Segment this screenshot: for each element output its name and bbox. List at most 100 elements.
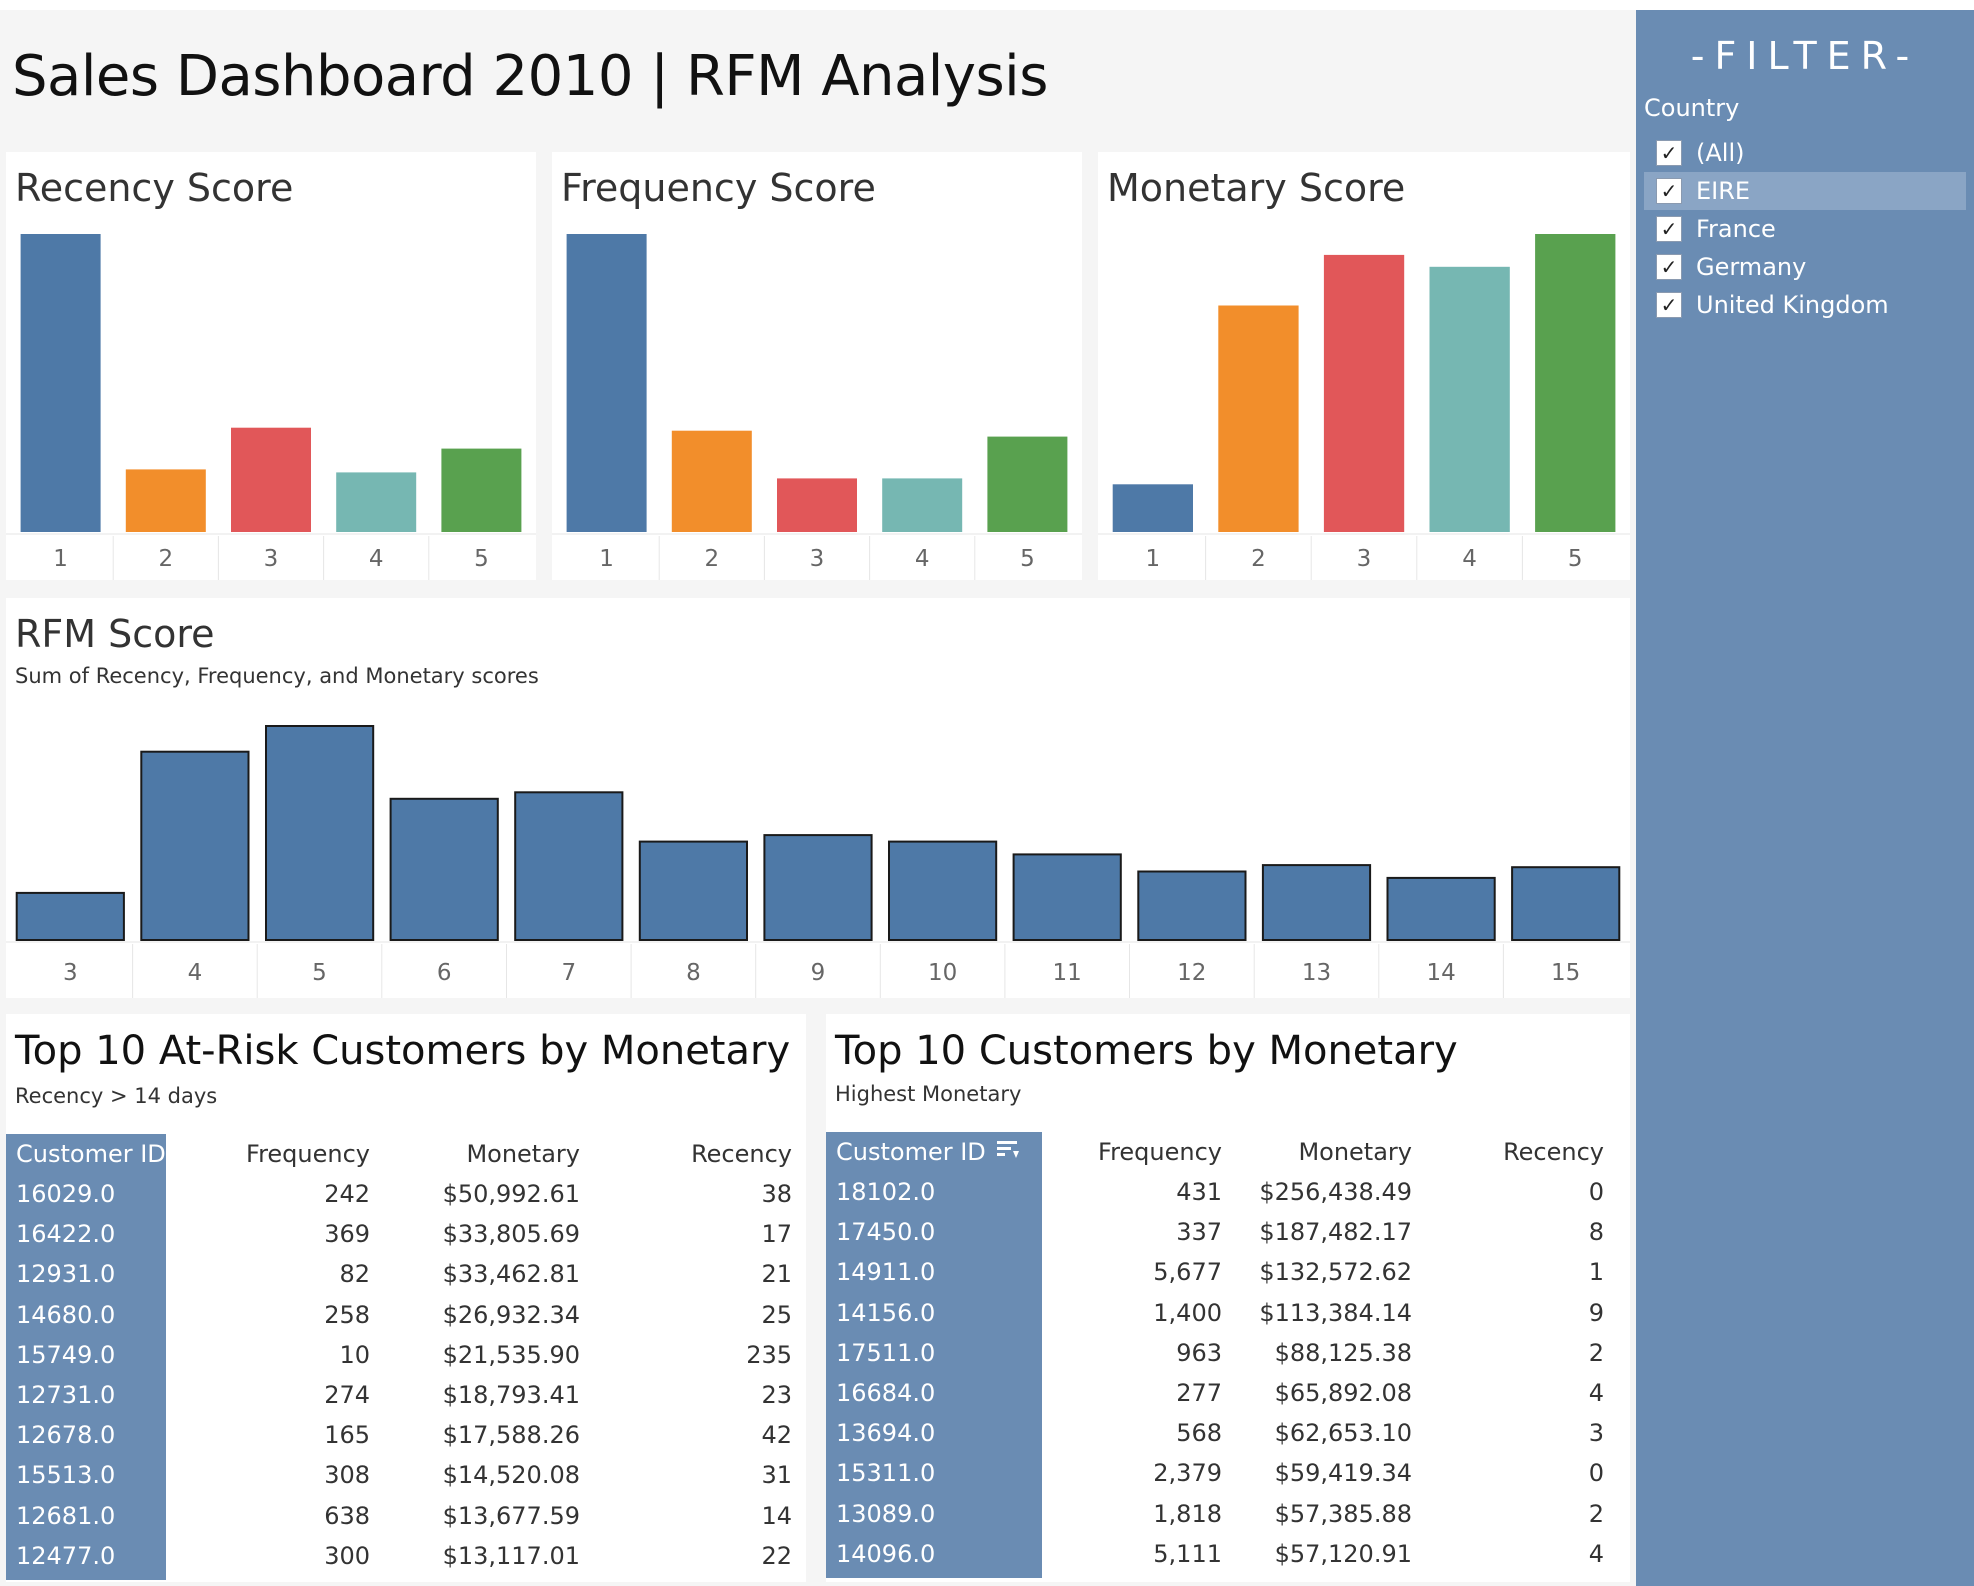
bar-15[interactable] xyxy=(1511,866,1621,941)
monetary-cell: $65,892.08 xyxy=(1274,1379,1412,1407)
bar-3[interactable] xyxy=(777,478,857,532)
column-header-customer-id[interactable]: Customer ID xyxy=(6,1134,166,1174)
checkmark-icon: ✓ xyxy=(1660,293,1678,317)
bar-2[interactable] xyxy=(125,469,206,532)
filter-item-france[interactable]: ✓ France xyxy=(1644,210,1966,248)
sort-descending-icon[interactable] xyxy=(996,1133,1020,1173)
table-row[interactable]: 16422.0 369 $33,805.69 17 xyxy=(6,1214,806,1254)
country-filter-label: Country xyxy=(1644,94,1740,122)
column-header-customer-id[interactable]: Customer ID xyxy=(826,1132,1020,1172)
filter-item-germany[interactable]: ✓ Germany xyxy=(1644,248,1966,286)
bar-5[interactable] xyxy=(1535,234,1616,532)
bar-4[interactable] xyxy=(140,750,250,942)
recency-cell: 22 xyxy=(761,1541,792,1570)
frequency-cell: 963 xyxy=(1176,1338,1222,1367)
table-row[interactable]: 16029.0 242 $50,992.61 38 xyxy=(6,1174,806,1214)
column-header-frequency[interactable]: Frequency xyxy=(246,1140,370,1168)
monetary-cell: $113,384.14 xyxy=(1259,1298,1412,1327)
recency-cell: 1 xyxy=(1588,1258,1604,1287)
bar-13[interactable] xyxy=(1261,864,1372,942)
table-row[interactable]: 12477.0 300 $13,117.01 22 xyxy=(6,1536,806,1576)
monetary-cell: $13,677.59 xyxy=(442,1501,580,1530)
bar-5[interactable] xyxy=(987,436,1068,532)
frequency-cell: 638 xyxy=(324,1501,370,1530)
x-tick-label: 8 xyxy=(686,960,701,986)
bar-1[interactable] xyxy=(566,234,647,532)
bar-7[interactable] xyxy=(514,791,624,941)
bar-6[interactable] xyxy=(389,797,499,941)
bar-2[interactable] xyxy=(1218,305,1299,533)
recency-cell: 2 xyxy=(1588,1338,1604,1367)
customer-id-cell: 12681.0 xyxy=(16,1501,116,1530)
table-row[interactable]: 14156.0 1,400 $113,384.14 9 xyxy=(826,1293,1630,1333)
table-row[interactable]: 13089.0 1,818 $57,385.88 2 xyxy=(826,1494,1630,1534)
recency-cell: 4 xyxy=(1588,1379,1604,1407)
recency-score-title: Recency Score xyxy=(15,166,294,210)
filter-item-all[interactable]: ✓ (All) xyxy=(1644,134,1966,172)
bar-1[interactable] xyxy=(20,234,101,532)
bar-11[interactable] xyxy=(1012,853,1122,941)
table-row[interactable]: 12681.0 638 $13,677.59 14 xyxy=(6,1496,806,1536)
table-row[interactable]: 17511.0 963 $88,125.38 2 xyxy=(826,1333,1630,1373)
column-header-monetary[interactable]: Monetary xyxy=(1298,1138,1412,1166)
monetary-cell: $57,385.88 xyxy=(1274,1499,1412,1528)
table-row[interactable]: 18102.0 431 $256,438.49 0 xyxy=(826,1172,1630,1212)
table-row[interactable]: 12931.0 82 $33,462.81 21 xyxy=(6,1254,806,1294)
checkbox[interactable]: ✓ xyxy=(1656,292,1682,318)
column-header-frequency[interactable]: Frequency xyxy=(1098,1138,1222,1166)
rfm-score-title: RFM Score xyxy=(15,612,215,656)
bar-9[interactable] xyxy=(763,834,873,942)
table-row[interactable]: 14096.0 5,111 $57,120.91 4 xyxy=(826,1534,1630,1574)
column-header-recency[interactable]: Recency xyxy=(1503,1138,1604,1166)
frequency-cell: 300 xyxy=(324,1541,370,1570)
table-row[interactable]: 13694.0 568 $62,653.10 3 xyxy=(826,1413,1630,1453)
bar-14[interactable] xyxy=(1386,876,1496,941)
table-row[interactable]: 14680.0 258 $26,932.34 25 xyxy=(6,1295,806,1335)
customer-id-column xyxy=(826,1132,1042,1578)
bar-5[interactable] xyxy=(441,448,522,532)
bar-5[interactable] xyxy=(265,725,375,941)
bar-4[interactable] xyxy=(1429,266,1510,532)
column-header-monetary[interactable]: Monetary xyxy=(466,1140,580,1168)
column-header-recency[interactable]: Recency xyxy=(691,1140,792,1168)
table-row[interactable]: 16684.0 277 $65,892.08 4 xyxy=(826,1373,1630,1413)
frequency-cell: 568 xyxy=(1176,1419,1222,1448)
bar-10[interactable] xyxy=(888,840,998,942)
table-row[interactable]: 12678.0 165 $17,588.26 42 xyxy=(6,1415,806,1455)
bar-3[interactable] xyxy=(231,427,311,532)
customer-id-cell: 14911.0 xyxy=(836,1258,936,1287)
bar-1[interactable] xyxy=(1112,484,1193,532)
bar-12[interactable] xyxy=(1137,870,1247,941)
checkbox[interactable]: ✓ xyxy=(1656,178,1682,204)
customer-id-cell: 17511.0 xyxy=(836,1338,936,1367)
recency-cell: 38 xyxy=(761,1180,792,1208)
checkbox[interactable]: ✓ xyxy=(1656,254,1682,280)
customer-id-cell: 16422.0 xyxy=(16,1220,116,1249)
filter-item-eire[interactable]: ✓ EIRE xyxy=(1644,172,1966,210)
bar-3[interactable] xyxy=(1323,254,1405,532)
bar-3[interactable] xyxy=(15,891,125,941)
checkbox[interactable]: ✓ xyxy=(1656,140,1682,166)
bar-2[interactable] xyxy=(671,430,752,532)
bar-4[interactable] xyxy=(882,478,963,532)
recency-score-chart: 1 2 3 4 5 xyxy=(6,234,536,580)
x-tick-label: 3 xyxy=(1357,546,1372,572)
table-header-row: Customer ID Frequency Monetary Recency xyxy=(826,1132,1630,1172)
x-tick-label: 3 xyxy=(63,960,78,986)
table-row[interactable]: 17450.0 337 $187,482.17 8 xyxy=(826,1212,1630,1252)
filter-item-united-kingdom[interactable]: ✓ United Kingdom xyxy=(1644,286,1966,324)
frequency-cell: 369 xyxy=(324,1220,370,1249)
x-tick-label: 5 xyxy=(1568,546,1583,572)
x-tick-label: 4 xyxy=(1462,546,1477,572)
frequency-cell: 165 xyxy=(324,1421,370,1450)
x-tick-label: 1 xyxy=(53,546,68,572)
bar-8[interactable] xyxy=(638,840,748,942)
table-row[interactable]: 12731.0 274 $18,793.41 23 xyxy=(6,1375,806,1415)
table-row[interactable]: 15513.0 308 $14,520.08 31 xyxy=(6,1455,806,1495)
table-row[interactable]: 14911.0 5,677 $132,572.62 1 xyxy=(826,1252,1630,1292)
table-row[interactable]: 15749.0 10 $21,535.90 235 xyxy=(6,1335,806,1375)
frequency-score-title: Frequency Score xyxy=(561,166,876,210)
bar-4[interactable] xyxy=(336,472,417,532)
checkbox[interactable]: ✓ xyxy=(1656,216,1682,242)
table-row[interactable]: 15311.0 2,379 $59,419.34 0 xyxy=(826,1453,1630,1493)
